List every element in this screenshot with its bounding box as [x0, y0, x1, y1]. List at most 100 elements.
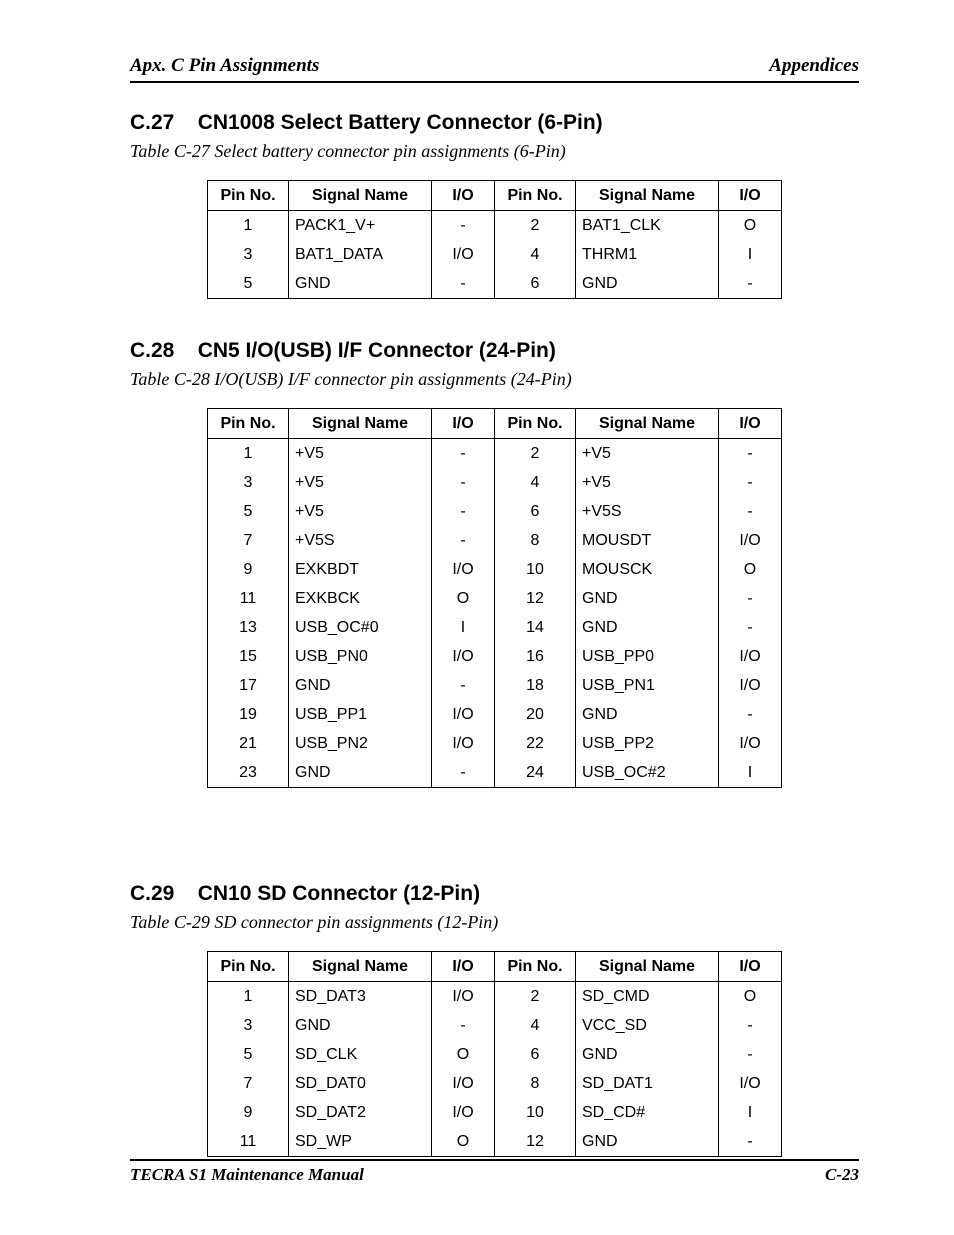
signal-name-cell: GND: [289, 758, 432, 788]
signal-name-cell: GND: [576, 1127, 719, 1157]
pin-number-cell: 10: [495, 555, 576, 584]
column-header: Signal Name: [576, 409, 719, 439]
table-row: 9EXKBDTI/O10MOUSCKO: [208, 555, 782, 584]
io-cell: -: [432, 526, 495, 555]
pin-number-cell: 12: [495, 584, 576, 613]
table-caption: Table C-27 Select battery connector pin …: [130, 141, 859, 162]
io-cell: -: [719, 439, 782, 469]
pin-number-cell: 23: [208, 758, 289, 788]
io-cell: I/O: [719, 729, 782, 758]
io-cell: I: [719, 240, 782, 269]
signal-name-cell: USB_OC#2: [576, 758, 719, 788]
pin-number-cell: 15: [208, 642, 289, 671]
signal-name-cell: USB_OC#0: [289, 613, 432, 642]
column-header: Signal Name: [576, 181, 719, 211]
pin-number-cell: 5: [208, 269, 289, 299]
table-row: 3+V5-4+V5-: [208, 468, 782, 497]
io-cell: I/O: [432, 1098, 495, 1127]
io-cell: I: [719, 1098, 782, 1127]
pin-number-cell: 12: [495, 1127, 576, 1157]
pin-number-cell: 1: [208, 982, 289, 1012]
table-row: 1PACK1_V+-2BAT1_CLKO: [208, 211, 782, 241]
io-cell: -: [432, 671, 495, 700]
table-row: 5SD_CLKO6GND-: [208, 1040, 782, 1069]
signal-name-cell: SD_CLK: [289, 1040, 432, 1069]
io-cell: -: [432, 211, 495, 241]
column-header: Signal Name: [289, 952, 432, 982]
table-row: 11SD_WPO12GND-: [208, 1127, 782, 1157]
signal-name-cell: GND: [576, 613, 719, 642]
column-header: Pin No.: [495, 952, 576, 982]
io-cell: I/O: [432, 700, 495, 729]
table-row: 9SD_DAT2I/O10SD_CD#I: [208, 1098, 782, 1127]
io-cell: -: [719, 700, 782, 729]
signal-name-cell: USB_PP0: [576, 642, 719, 671]
section-heading: C.27 CN1008 Select Battery Connector (6-…: [130, 111, 859, 135]
heading-text: CN5 I/O(USB) I/F Connector (24-Pin): [198, 339, 556, 362]
table-row: 5GND-6GND-: [208, 269, 782, 299]
pin-number-cell: 24: [495, 758, 576, 788]
io-cell: I/O: [432, 729, 495, 758]
io-cell: O: [719, 982, 782, 1012]
signal-name-cell: BAT1_DATA: [289, 240, 432, 269]
io-cell: -: [719, 497, 782, 526]
table-row: 3GND-4VCC_SD-: [208, 1011, 782, 1040]
io-cell: I: [432, 613, 495, 642]
signal-name-cell: SD_CD#: [576, 1098, 719, 1127]
column-header: Signal Name: [289, 409, 432, 439]
signal-name-cell: +V5: [289, 468, 432, 497]
heading-number: C.29: [130, 882, 174, 905]
signal-name-cell: PACK1_V+: [289, 211, 432, 241]
pin-number-cell: 2: [495, 211, 576, 241]
signal-name-cell: SD_DAT3: [289, 982, 432, 1012]
page-footer: TECRA S1 Maintenance Manual C-23: [130, 1159, 859, 1185]
signal-name-cell: USB_PN1: [576, 671, 719, 700]
pin-number-cell: 6: [495, 497, 576, 526]
io-cell: I/O: [432, 555, 495, 584]
table-row: 15USB_PN0I/O16USB_PP0I/O: [208, 642, 782, 671]
table-row: 5+V5-6+V5S-: [208, 497, 782, 526]
pin-number-cell: 3: [208, 240, 289, 269]
io-cell: -: [432, 497, 495, 526]
signal-name-cell: +V5: [576, 468, 719, 497]
page-header: Apx. C Pin Assignments Appendices: [130, 55, 859, 83]
io-cell: O: [719, 555, 782, 584]
io-cell: -: [719, 269, 782, 299]
pin-number-cell: 19: [208, 700, 289, 729]
section-heading: C.28 CN5 I/O(USB) I/F Connector (24-Pin): [130, 339, 859, 363]
column-header: I/O: [432, 952, 495, 982]
signal-name-cell: SD_DAT1: [576, 1069, 719, 1098]
section: C.29 CN10 SD Connector (12-Pin)Table C-2…: [130, 882, 859, 1157]
column-header: Pin No.: [495, 181, 576, 211]
column-header: I/O: [719, 181, 782, 211]
pin-number-cell: 6: [495, 269, 576, 299]
pin-number-cell: 17: [208, 671, 289, 700]
column-header: I/O: [432, 181, 495, 211]
signal-name-cell: GND: [576, 700, 719, 729]
io-cell: O: [719, 211, 782, 241]
heading-number: C.27: [130, 111, 174, 134]
io-cell: -: [719, 1040, 782, 1069]
signal-name-cell: MOUSCK: [576, 555, 719, 584]
table-row: 13USB_OC#0I14GND-: [208, 613, 782, 642]
pin-number-cell: 8: [495, 1069, 576, 1098]
column-header: I/O: [719, 409, 782, 439]
signal-name-cell: GND: [576, 269, 719, 299]
io-cell: I/O: [719, 1069, 782, 1098]
footer-right: C-23: [825, 1165, 859, 1185]
signal-name-cell: SD_CMD: [576, 982, 719, 1012]
section: C.28 CN5 I/O(USB) I/F Connector (24-Pin)…: [130, 339, 859, 858]
table-row: 11EXKBCKO12GND-: [208, 584, 782, 613]
column-header: Signal Name: [576, 952, 719, 982]
io-cell: -: [432, 439, 495, 469]
io-cell: -: [432, 758, 495, 788]
io-cell: -: [719, 1127, 782, 1157]
pin-number-cell: 3: [208, 1011, 289, 1040]
column-header: Pin No.: [495, 409, 576, 439]
signal-name-cell: +V5S: [289, 526, 432, 555]
footer-left: TECRA S1 Maintenance Manual: [130, 1165, 364, 1185]
table-row: 17GND-18USB_PN1I/O: [208, 671, 782, 700]
pin-number-cell: 4: [495, 240, 576, 269]
io-cell: I/O: [719, 526, 782, 555]
pin-number-cell: 11: [208, 584, 289, 613]
